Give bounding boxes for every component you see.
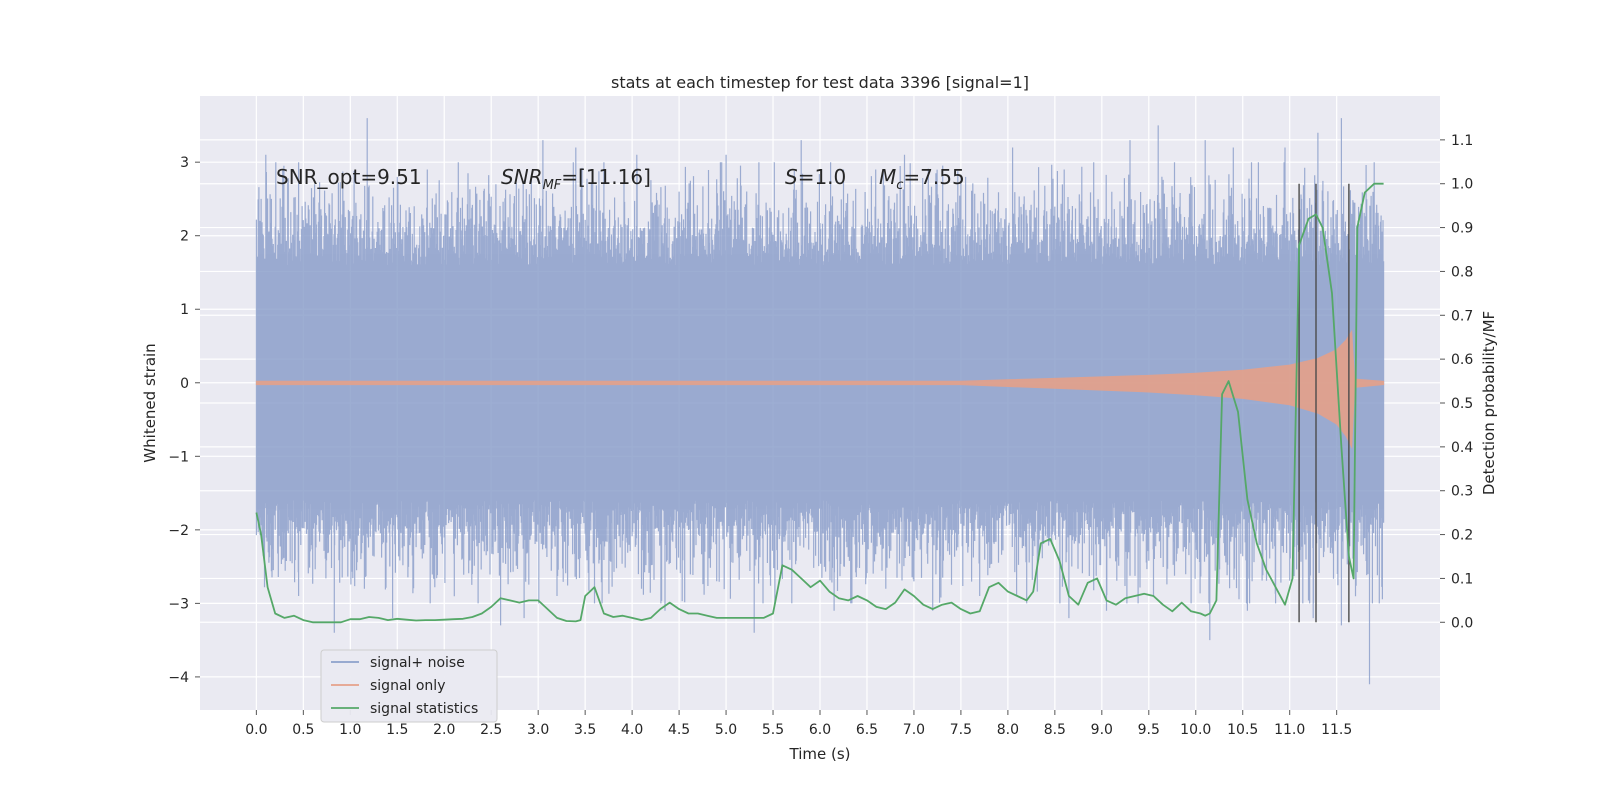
y-right-tick-label: 0.0 bbox=[1451, 615, 1473, 631]
x-tick-label: 5.5 bbox=[762, 722, 784, 738]
x-tick-label: 3.5 bbox=[574, 722, 596, 738]
x-tick-label: 10.0 bbox=[1180, 722, 1211, 738]
chart-title: stats at each timestep for test data 339… bbox=[611, 73, 1029, 92]
x-tick-label: 3.0 bbox=[527, 722, 549, 738]
x-axis-label: Time (s) bbox=[789, 745, 851, 763]
annotation-snr-mf: SNRMF=[11.16] bbox=[501, 165, 651, 193]
x-tick-label: 0.0 bbox=[245, 722, 267, 738]
y-right-tick-label: 0.1 bbox=[1451, 571, 1473, 587]
y-left-axis-label: Whitened strain bbox=[141, 343, 159, 462]
y-right-tick-label: 0.9 bbox=[1451, 221, 1473, 237]
y-right-axis-label: Detection probability/MF bbox=[1480, 311, 1498, 495]
y-right-tick-label: 0.6 bbox=[1451, 352, 1473, 368]
y-left-tick-label: −1 bbox=[168, 449, 189, 465]
y-right-axis-ticks: 1.1 1.0 0.9 0.8 0.7 0.6 0.5 0.4 0.3 0.2 0.1 0.0 bbox=[1440, 133, 1473, 631]
x-tick-label: 1.0 bbox=[339, 722, 361, 738]
y-left-tick-label: 0 bbox=[180, 376, 189, 392]
legend-box bbox=[320, 649, 498, 723]
annotation-mc: Mc=7.55 bbox=[879, 165, 965, 193]
annotations: SNR_opt=9.51 SNRMF=[11.16] S=1.0 Mc=7.55 bbox=[276, 165, 965, 193]
y-right-tick-label: 0.4 bbox=[1451, 440, 1473, 456]
signal-statistics-trace bbox=[255, 182, 1384, 624]
y-left-tick-label: −4 bbox=[168, 670, 189, 686]
x-tick-label: 4.5 bbox=[668, 722, 690, 738]
y-left-tick-label: 3 bbox=[180, 155, 189, 171]
x-tick-label: 1.5 bbox=[386, 722, 408, 738]
legend: signal+ noise signal only signal statist… bbox=[320, 649, 498, 723]
y-left-axis-ticks: 3 2 1 0 −1 −2 −3 −4 bbox=[168, 155, 200, 686]
x-tick-label: 6.0 bbox=[809, 722, 831, 738]
signal-only-trace bbox=[255, 329, 1385, 450]
x-tick-label: 8.5 bbox=[1044, 722, 1066, 738]
y-right-tick-label: 0.2 bbox=[1451, 528, 1473, 544]
y-right-tick-label: 0.5 bbox=[1451, 396, 1473, 412]
x-tick-label: 5.0 bbox=[715, 722, 737, 738]
annotation-s: S=1.0 bbox=[785, 165, 846, 189]
y-right-tick-label: 0.8 bbox=[1451, 264, 1473, 280]
y-right-tick-label: 0.7 bbox=[1451, 308, 1473, 324]
x-tick-label: 2.0 bbox=[433, 722, 455, 738]
x-tick-label: 10.5 bbox=[1227, 722, 1258, 738]
y-left-tick-label: 1 bbox=[180, 302, 189, 318]
x-tick-label: 11.0 bbox=[1274, 722, 1305, 738]
y-right-tick-label: 0.3 bbox=[1451, 484, 1473, 500]
signal-only-series bbox=[255, 329, 1385, 450]
y-right-tick-label: 1.0 bbox=[1451, 177, 1473, 193]
x-tick-label: 4.0 bbox=[621, 722, 643, 738]
y-left-tick-label: 2 bbox=[180, 229, 189, 245]
x-tick-label: 7.5 bbox=[950, 722, 972, 738]
x-tick-label: 0.5 bbox=[292, 722, 314, 738]
signal-statistics-series bbox=[255, 182, 1384, 624]
y-left-tick-label: −2 bbox=[168, 523, 189, 539]
x-tick-label: 9.5 bbox=[1138, 722, 1160, 738]
x-tick-label: 11.5 bbox=[1321, 722, 1352, 738]
legend-label-signal-noise: signal+ noise bbox=[370, 655, 465, 671]
x-tick-label: 2.5 bbox=[480, 722, 502, 738]
annotation-snr-opt: SNR_opt=9.51 bbox=[276, 165, 422, 189]
x-tick-label: 7.0 bbox=[903, 722, 925, 738]
x-tick-label: 6.5 bbox=[856, 722, 878, 738]
x-tick-label: 9.0 bbox=[1091, 722, 1113, 738]
y-left-tick-label: −3 bbox=[168, 596, 189, 612]
x-axis-ticks: 0.0 0.5 1.0 1.5 2.0 2.5 3.0 3.5 4.0 4.5 5.0 5.5 6.0 6… bbox=[245, 710, 1352, 738]
y-right-tick-label: 1.1 bbox=[1451, 133, 1473, 149]
x-tick-label: 8.0 bbox=[997, 722, 1019, 738]
legend-label-signal-only: signal only bbox=[370, 678, 445, 694]
legend-label-signal-statistics: signal statistics bbox=[370, 701, 478, 717]
